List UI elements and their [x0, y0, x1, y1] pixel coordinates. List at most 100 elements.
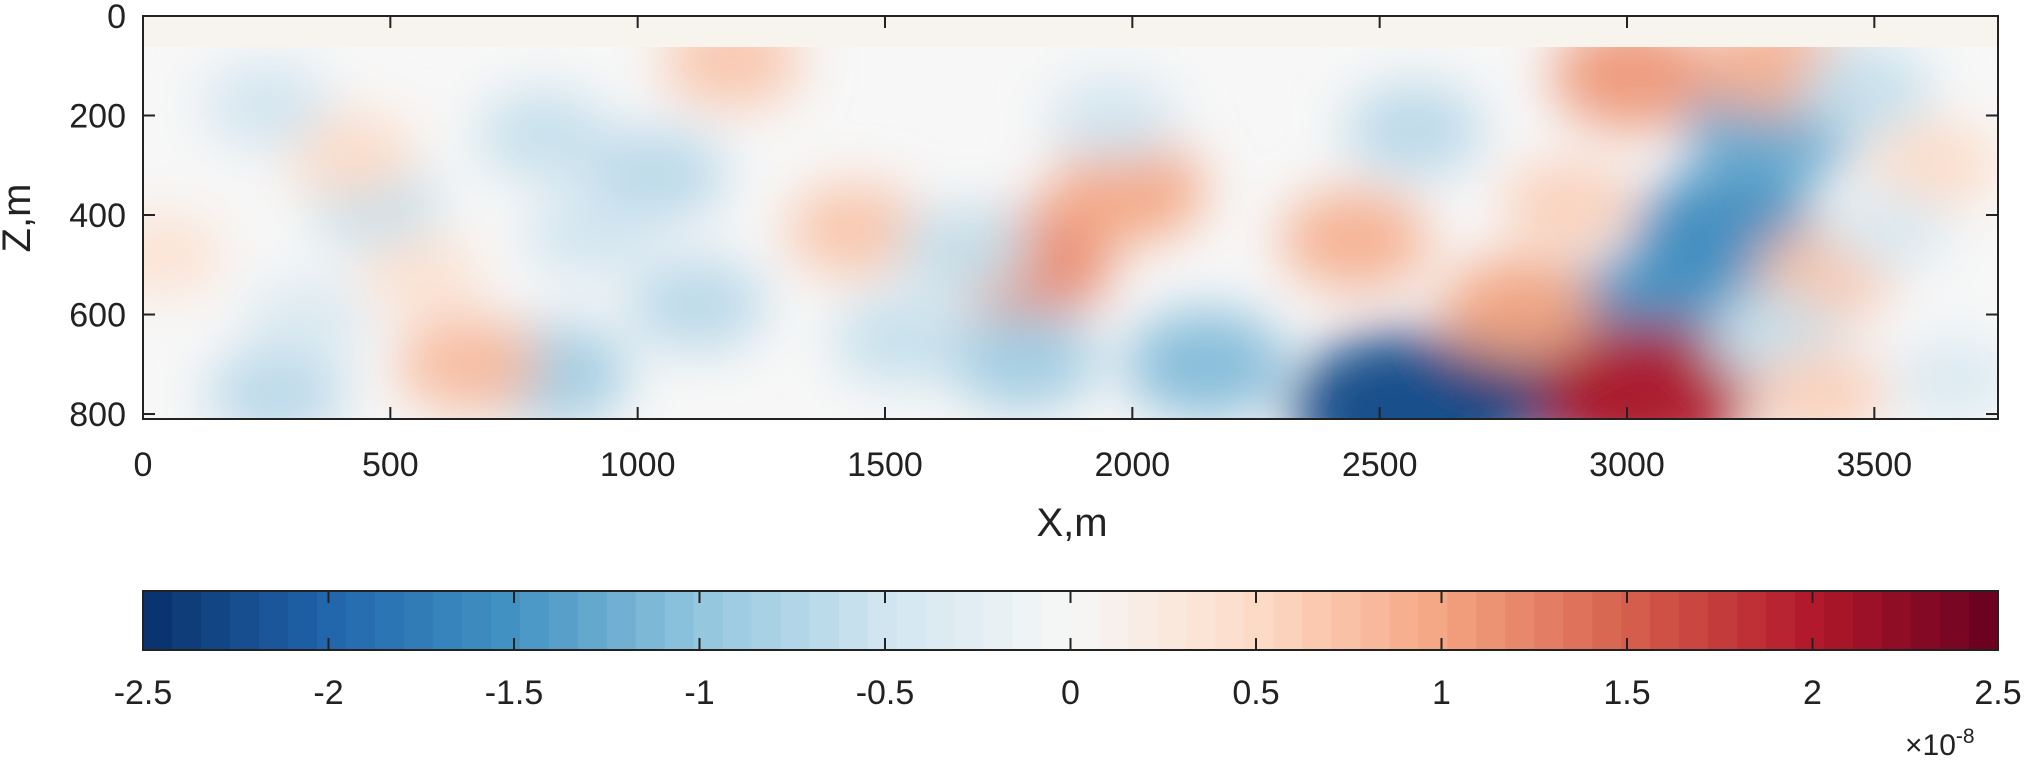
colorbar-segment	[1534, 591, 1564, 650]
heatmap-anomaly	[1869, 121, 1998, 209]
heatmap-anomaly	[1049, 137, 1205, 243]
colorbar-segment	[838, 591, 869, 650]
colorbar-segment	[1737, 591, 1767, 650]
colorbar-tick-label: 0	[1061, 674, 1080, 712]
heatmap-anomaly	[1345, 83, 1484, 178]
heatmap-anomaly	[1892, 337, 1998, 419]
heatmap-anomaly	[1828, 188, 1951, 272]
x-tick-label: 2500	[1342, 446, 1418, 484]
colorbar-segment	[287, 591, 318, 650]
x-axis-label: X,m	[1036, 501, 1107, 545]
colorbar-segment	[1418, 591, 1448, 650]
colorbar-tick-label: 2.5	[1974, 674, 2021, 712]
colorbar-segment	[1563, 591, 1593, 650]
colorbar-exponent: ×10-8	[1905, 725, 1975, 762]
colorbar-segment	[1969, 591, 1999, 650]
colorbar-segment	[490, 591, 521, 650]
heatmap-anomaly	[662, 47, 801, 108]
heatmap-anomaly	[1797, 47, 1931, 136]
colorbar-segment	[1273, 591, 1303, 650]
colorbar-segment	[374, 591, 405, 650]
colorbar-segment	[1215, 591, 1246, 650]
heatmap-anomaly	[477, 90, 611, 181]
heatmap-anomaly	[897, 204, 1031, 296]
colorbar-tick-label: -1	[684, 674, 714, 712]
heatmap-anomaly	[143, 213, 224, 297]
colorbar-tick-label: -1.5	[485, 674, 544, 712]
colorbar-tick-label: -2	[313, 674, 343, 712]
colorbar-segment	[1824, 591, 1854, 650]
heatmap-plot: 0 500 1000 1500 2000 2500 3000 3500 0 200 400 600 8…	[0, 0, 1999, 545]
heatmap-anomaly	[397, 315, 542, 414]
colorbar-segment	[143, 591, 173, 650]
colorbar-segment	[1128, 591, 1159, 650]
colorbar-segment	[1708, 591, 1738, 650]
y-tick-label: 200	[69, 98, 126, 136]
colorbar-segment	[635, 591, 666, 650]
colorbar-tick-label: 1.5	[1603, 674, 1650, 712]
heatmap-field	[143, 47, 1998, 419]
x-tick-label: 1000	[600, 446, 676, 484]
colorbar-tick-label: 2	[1803, 674, 1822, 712]
heatmap-anomaly	[202, 62, 331, 149]
heatmap-anomaly	[207, 347, 346, 419]
colorbar-segment	[1186, 591, 1217, 650]
heatmap-anomaly	[627, 257, 767, 352]
colorbar-segment	[1679, 591, 1709, 650]
colorbar-segment	[867, 591, 898, 650]
colorbar-exponent-base: ×10	[1905, 729, 1956, 762]
colorbar-ticks: -2.5 -2 -1.5 -1 -0.5 0 0.5 1 1.5 2 2.5	[114, 591, 2022, 712]
colorbar-segment	[1882, 591, 1912, 650]
colorbar-segment	[229, 591, 260, 650]
colorbar-segment	[1766, 591, 1796, 650]
heatmap-anomaly	[786, 182, 925, 278]
heatmap-anomaly	[1551, 47, 1713, 131]
colorbar-tick-label: 1	[1432, 674, 1451, 712]
colorbar-segment	[1041, 591, 1072, 650]
colorbar-segment	[345, 591, 376, 650]
colorbar-exponent-power: -8	[1956, 725, 1975, 748]
colorbar-segment	[896, 591, 927, 650]
colorbar-segment	[1360, 591, 1390, 650]
colorbar-segment	[693, 591, 724, 650]
heatmap-anomaly	[948, 308, 1099, 411]
colorbar-segment	[258, 591, 289, 650]
y-axis-label: Z,m	[0, 184, 39, 253]
colorbar-segment	[1447, 591, 1477, 650]
x-tick-label: 0	[134, 446, 153, 484]
colorbar-gradient	[143, 591, 1999, 650]
colorbar-segment	[1244, 591, 1274, 650]
y-tick-label: 0	[107, 0, 126, 36]
colorbar-segment	[1911, 591, 1941, 650]
colorbar-segment	[1302, 591, 1332, 650]
heatmap-anomaly	[524, 191, 652, 279]
colorbar-segment	[1099, 591, 1130, 650]
heatmap-anomaly	[1541, 322, 1752, 419]
colorbar-segment	[432, 591, 463, 650]
colorbar-segment	[577, 591, 608, 650]
heatmap-anomaly	[1501, 159, 1635, 251]
heatmap-anomaly	[1291, 332, 1518, 419]
y-axis: 0 200 400 600 800	[69, 0, 1998, 434]
heatmap-anomaly	[359, 233, 482, 317]
colorbar-tick-label: -2.5	[114, 674, 173, 712]
colorbar-segment	[1650, 591, 1680, 650]
colorbar-segment	[171, 591, 202, 650]
colorbar-segment	[1853, 591, 1883, 650]
colorbar-segment	[1012, 591, 1043, 650]
x-axis: 0 500 1000 1500 2000 2500 3000 3500	[134, 16, 1912, 484]
colorbar-segment	[200, 591, 231, 650]
colorbar-segment	[403, 591, 434, 650]
colorbar-segment	[519, 591, 550, 650]
colorbar-segment	[983, 591, 1014, 650]
colorbar-segment	[1940, 591, 1970, 650]
colorbar-segment	[1157, 591, 1188, 650]
heatmap-anomaly	[833, 294, 967, 385]
colorbar-segment	[548, 591, 579, 650]
x-tick-label: 2000	[1095, 446, 1171, 484]
colorbar-segment	[954, 591, 985, 650]
y-tick-label: 400	[69, 197, 126, 235]
colorbar-segment	[1505, 591, 1535, 650]
x-tick-label: 3000	[1589, 446, 1665, 484]
y-tick-label: 600	[69, 297, 126, 335]
